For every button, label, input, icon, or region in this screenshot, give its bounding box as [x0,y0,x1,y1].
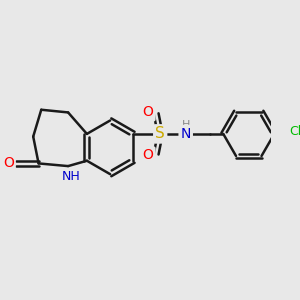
Text: O: O [143,105,154,119]
Text: S: S [155,126,165,141]
Text: NH: NH [61,170,80,183]
Text: N: N [181,127,191,141]
Text: O: O [143,148,154,162]
Text: H: H [182,120,190,130]
Text: O: O [3,156,14,170]
Text: Cl: Cl [289,125,300,138]
